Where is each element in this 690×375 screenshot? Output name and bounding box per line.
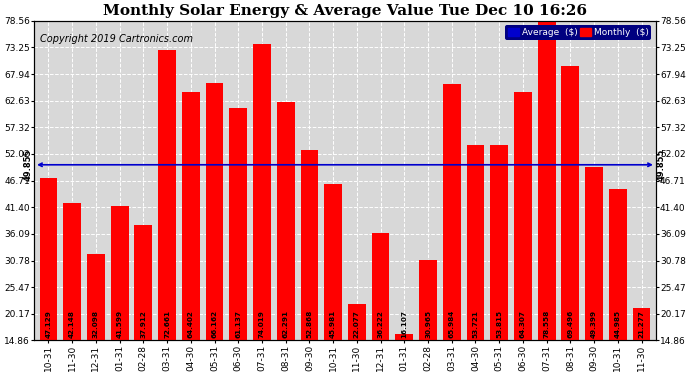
- Bar: [466, 146, 484, 340]
- Legend: Average  ($), Monthly  ($): Average ($), Monthly ($): [506, 25, 651, 40]
- Bar: [206, 83, 224, 340]
- Text: 22.077: 22.077: [354, 310, 360, 338]
- Bar: [585, 167, 603, 340]
- Bar: [372, 233, 389, 340]
- Text: 74.019: 74.019: [259, 310, 265, 338]
- Bar: [110, 206, 128, 340]
- Text: 64.402: 64.402: [188, 310, 194, 338]
- Text: 45.981: 45.981: [330, 310, 336, 338]
- Bar: [158, 50, 176, 340]
- Text: 16.107: 16.107: [402, 310, 407, 338]
- Text: 72.661: 72.661: [164, 310, 170, 338]
- Text: 69.496: 69.496: [567, 310, 573, 338]
- Bar: [491, 145, 508, 340]
- Bar: [229, 108, 247, 340]
- Text: 61.137: 61.137: [235, 310, 242, 338]
- Text: 37.912: 37.912: [140, 310, 146, 338]
- Text: 49.855: 49.855: [24, 148, 33, 181]
- Text: 32.098: 32.098: [93, 310, 99, 338]
- Bar: [538, 21, 555, 340]
- Bar: [135, 225, 152, 340]
- Title: Monthly Solar Energy & Average Value Tue Dec 10 16:26: Monthly Solar Energy & Average Value Tue…: [103, 4, 587, 18]
- Bar: [63, 204, 81, 340]
- Text: 49.855: 49.855: [657, 148, 666, 181]
- Bar: [324, 184, 342, 340]
- Text: 52.868: 52.868: [306, 310, 313, 338]
- Text: 21.277: 21.277: [638, 310, 644, 338]
- Text: 53.815: 53.815: [496, 310, 502, 338]
- Text: 47.129: 47.129: [46, 310, 52, 338]
- Bar: [348, 304, 366, 340]
- Text: 44.985: 44.985: [615, 310, 621, 338]
- Bar: [562, 66, 580, 341]
- Text: 78.558: 78.558: [544, 310, 550, 338]
- Text: 36.222: 36.222: [377, 310, 384, 338]
- Bar: [301, 150, 318, 340]
- Bar: [443, 84, 461, 340]
- Text: 30.965: 30.965: [425, 310, 431, 338]
- Bar: [395, 334, 413, 340]
- Bar: [253, 44, 271, 340]
- Bar: [39, 178, 57, 340]
- Bar: [419, 260, 437, 340]
- Text: 41.599: 41.599: [117, 310, 123, 338]
- Text: 65.984: 65.984: [448, 310, 455, 338]
- Bar: [633, 308, 651, 340]
- Text: 66.162: 66.162: [212, 310, 217, 338]
- Text: 62.291: 62.291: [283, 310, 288, 338]
- Text: 64.307: 64.307: [520, 310, 526, 338]
- Text: Copyright 2019 Cartronics.com: Copyright 2019 Cartronics.com: [41, 33, 193, 44]
- Bar: [609, 189, 627, 340]
- Bar: [514, 92, 532, 340]
- Text: 49.399: 49.399: [591, 310, 597, 338]
- Text: 42.148: 42.148: [69, 310, 75, 338]
- Text: 53.721: 53.721: [473, 310, 478, 338]
- Bar: [87, 254, 105, 340]
- Bar: [277, 102, 295, 340]
- Bar: [182, 92, 199, 340]
